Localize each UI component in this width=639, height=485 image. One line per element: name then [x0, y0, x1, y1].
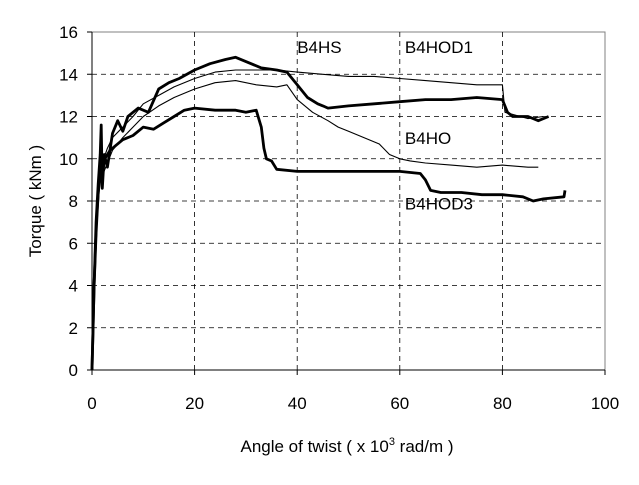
series-line-1	[90, 55, 550, 371]
series-group	[90, 55, 567, 371]
x-tick-label: 60	[390, 394, 409, 413]
x-tick-label: 20	[185, 394, 204, 413]
x-tick-label: 40	[288, 394, 307, 413]
grid	[92, 32, 605, 370]
x-tick-label: 0	[87, 394, 96, 413]
y-tick-label: 12	[59, 108, 78, 127]
y-tick-label: 8	[69, 192, 78, 211]
annotation-label: B4HOD1	[405, 38, 473, 57]
series-line-2	[91, 69, 544, 371]
x-tick-label: 80	[493, 394, 512, 413]
y-tick-label: 0	[69, 361, 78, 380]
y-tick-label: 10	[59, 150, 78, 169]
x-tick-label: 100	[591, 394, 619, 413]
annotation-label: B4HS	[297, 38, 341, 57]
y-tick-label: 6	[69, 234, 78, 253]
x-axis-title: Angle of twist ( x 103 rad/m )	[240, 436, 453, 456]
y-tick-labels: 0 2 4 6 8 10 12 14 16	[59, 23, 92, 380]
annotation-label: B4HO	[405, 129, 451, 148]
series-line-3	[91, 80, 539, 371]
x-axis-title-superscript: 3	[389, 436, 395, 448]
series-line-4	[90, 106, 567, 371]
annotation-label: B4HOD3	[405, 194, 473, 213]
y-tick-label: 2	[69, 319, 78, 338]
y-tick-label: 4	[69, 277, 78, 296]
annotations: B4HS B4HOD1 B4HO B4HOD3	[297, 38, 473, 213]
y-tick-label: 14	[59, 65, 78, 84]
y-tick-label: 16	[59, 23, 78, 42]
x-tick-labels: 0 20 40 60 80 100	[87, 370, 619, 413]
y-axis-title: Torque ( kNm )	[26, 145, 45, 257]
